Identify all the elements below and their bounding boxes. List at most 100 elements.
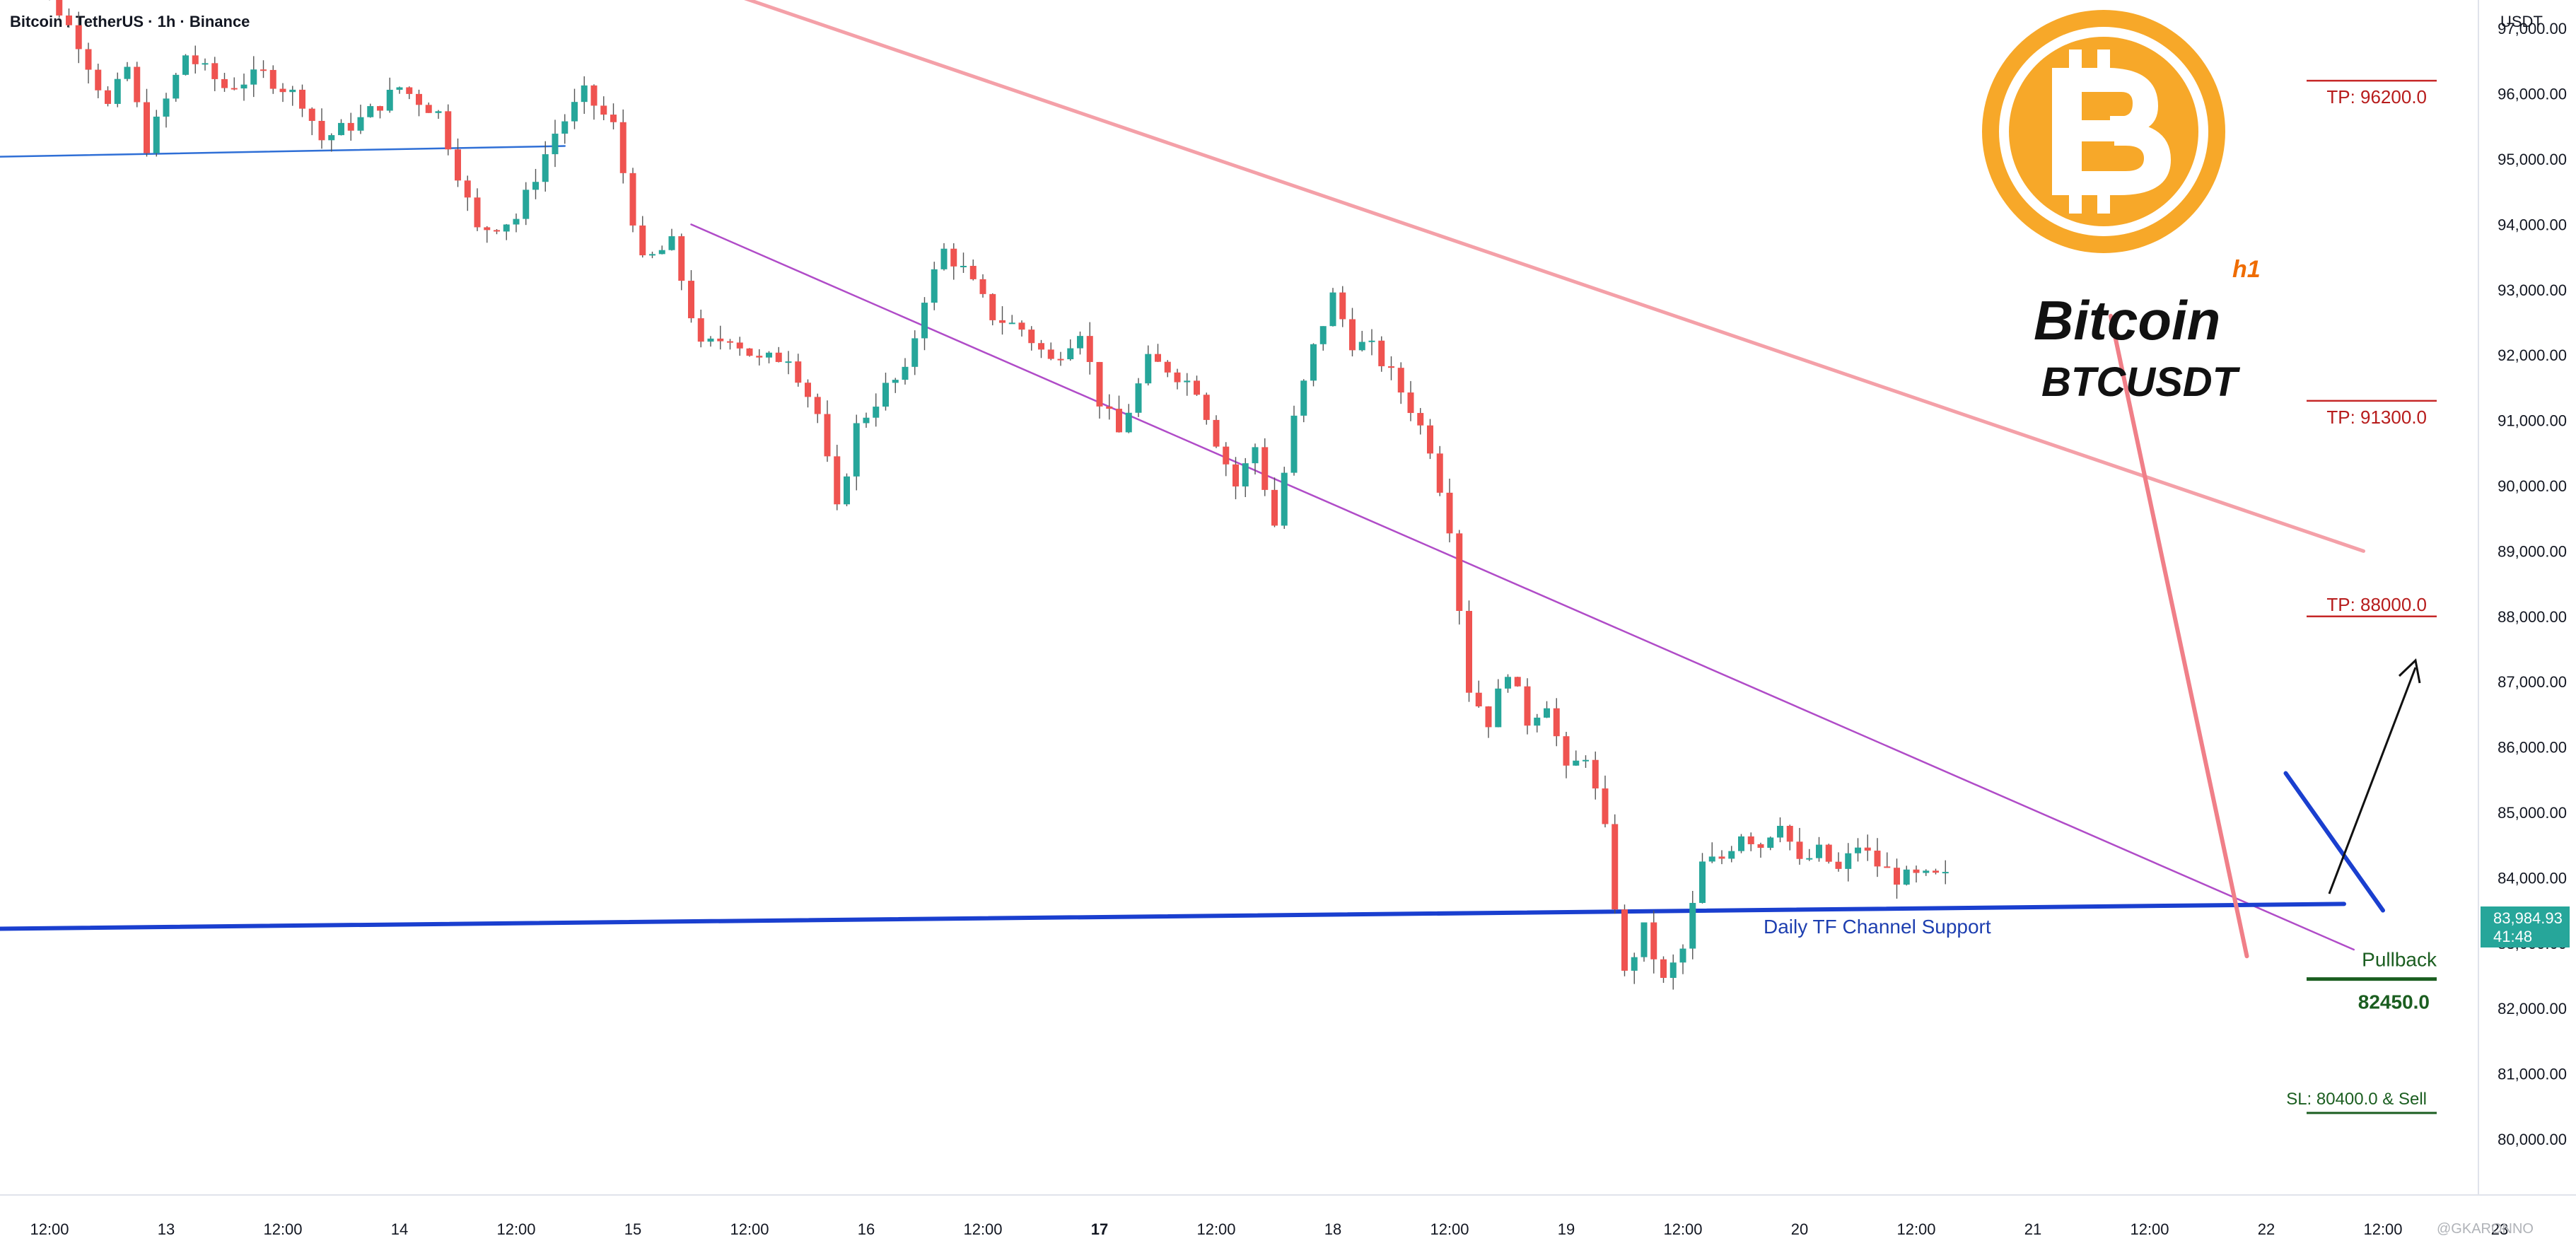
candle-body <box>1534 717 1541 726</box>
candle <box>1329 288 1336 327</box>
candle <box>1397 362 1404 404</box>
brand-subtitle: BTCUSDT <box>2041 359 2241 405</box>
candle <box>1271 477 1278 527</box>
current-price-value: 83,984.93 <box>2493 909 2563 927</box>
candle-body <box>785 361 792 363</box>
candle <box>1475 680 1482 708</box>
candle-body <box>396 87 403 90</box>
time-tick-label: 20 <box>1791 1220 1808 1238</box>
candle <box>1631 952 1638 984</box>
candle-body <box>279 88 286 93</box>
candle <box>1738 834 1744 853</box>
candle <box>1505 674 1511 693</box>
candle-body <box>1679 948 1686 963</box>
candle-body <box>756 356 763 358</box>
candle <box>590 84 598 120</box>
candle-body <box>707 338 714 342</box>
candle-body <box>377 106 383 111</box>
candle-body <box>1427 425 1433 454</box>
candle <box>455 138 461 187</box>
candle-body <box>1738 836 1744 851</box>
candle <box>1223 442 1230 477</box>
candle-body <box>1086 336 1093 362</box>
candle <box>600 96 607 121</box>
candle <box>1407 380 1414 421</box>
time-tick-label: 21 <box>2024 1220 2041 1238</box>
candle <box>1008 315 1015 325</box>
candle <box>1583 755 1589 768</box>
candle-body <box>989 293 996 320</box>
candle-body <box>795 361 802 383</box>
candle-body <box>736 342 743 349</box>
candle-body <box>1660 959 1667 978</box>
candle-body <box>1203 395 1210 420</box>
price-tick-label: 95,000.00 <box>2498 151 2567 168</box>
price-axis[interactable]: USDT 97,000.00 96,000.00 95,000.00 94,000.0… <box>2478 0 2567 1195</box>
candle <box>1669 954 1677 990</box>
candle-body <box>386 89 393 111</box>
candle-body <box>56 0 63 16</box>
candle <box>542 141 549 192</box>
candle-body <box>221 78 228 88</box>
author-watermark: @GKARONNO <box>2437 1221 2534 1237</box>
candle-body <box>1942 872 1949 874</box>
candle-body <box>1903 869 1910 885</box>
candle-body <box>931 269 938 303</box>
time-tick-label: 12:00 <box>2363 1220 2402 1238</box>
candle-body <box>1135 383 1142 413</box>
candle <box>85 42 92 84</box>
candle-body <box>357 117 364 131</box>
daily-support-label: Daily TF Channel Support <box>1764 916 1991 938</box>
candle-body <box>1145 354 1152 384</box>
candle-body <box>1855 847 1861 853</box>
candle <box>678 233 685 291</box>
current-price-box <box>2481 906 2570 947</box>
candle-body <box>542 154 549 182</box>
candle-body <box>619 122 626 173</box>
candle-body <box>289 89 296 93</box>
candle <box>1679 944 1686 974</box>
candle <box>1835 852 1842 872</box>
trade-levels: TP: 96200.0 TP: 91300.0 TP: 88000.0 Pull… <box>2286 79 2437 1114</box>
candle-body <box>503 224 510 232</box>
candle <box>1524 678 1531 735</box>
candle-body <box>105 90 111 104</box>
candle-body <box>658 250 665 255</box>
candle-body <box>1339 292 1346 320</box>
candle <box>629 168 636 233</box>
candle-body <box>153 116 160 153</box>
candle <box>960 252 967 273</box>
candle <box>386 77 393 113</box>
candle-body <box>1894 868 1900 885</box>
candle <box>1573 750 1580 766</box>
candle-body <box>863 417 870 424</box>
candle-body <box>1261 447 1269 490</box>
candle-body <box>1232 464 1239 486</box>
candle <box>1708 842 1715 863</box>
candle-body <box>1349 319 1356 351</box>
candle-body <box>1096 361 1103 407</box>
time-tick-label: 12:00 <box>963 1220 1002 1238</box>
candle <box>269 65 276 94</box>
candle-body <box>85 49 92 70</box>
candle <box>1164 360 1171 378</box>
candle <box>1650 910 1657 974</box>
time-tick-label: 13 <box>158 1220 175 1238</box>
candle-countdown: 41:48 <box>2493 928 2532 945</box>
candle <box>1038 339 1044 358</box>
candle-body <box>561 121 569 134</box>
candle-body <box>697 318 704 342</box>
candle-body <box>1757 844 1764 848</box>
channel-upper <box>744 0 2365 553</box>
candle-body <box>328 135 335 141</box>
candle-body <box>1592 759 1599 789</box>
time-axis[interactable]: 12:00 13 12:00 14 12:00 15 12:00 16 12:00 17 12:00… <box>0 1194 2576 1238</box>
candle <box>523 182 530 226</box>
candle <box>1174 368 1181 390</box>
candle-body <box>1573 760 1580 766</box>
candle-body <box>1669 962 1677 978</box>
candle <box>308 107 315 136</box>
candle-body <box>1583 759 1589 762</box>
candle <box>1884 852 1891 868</box>
